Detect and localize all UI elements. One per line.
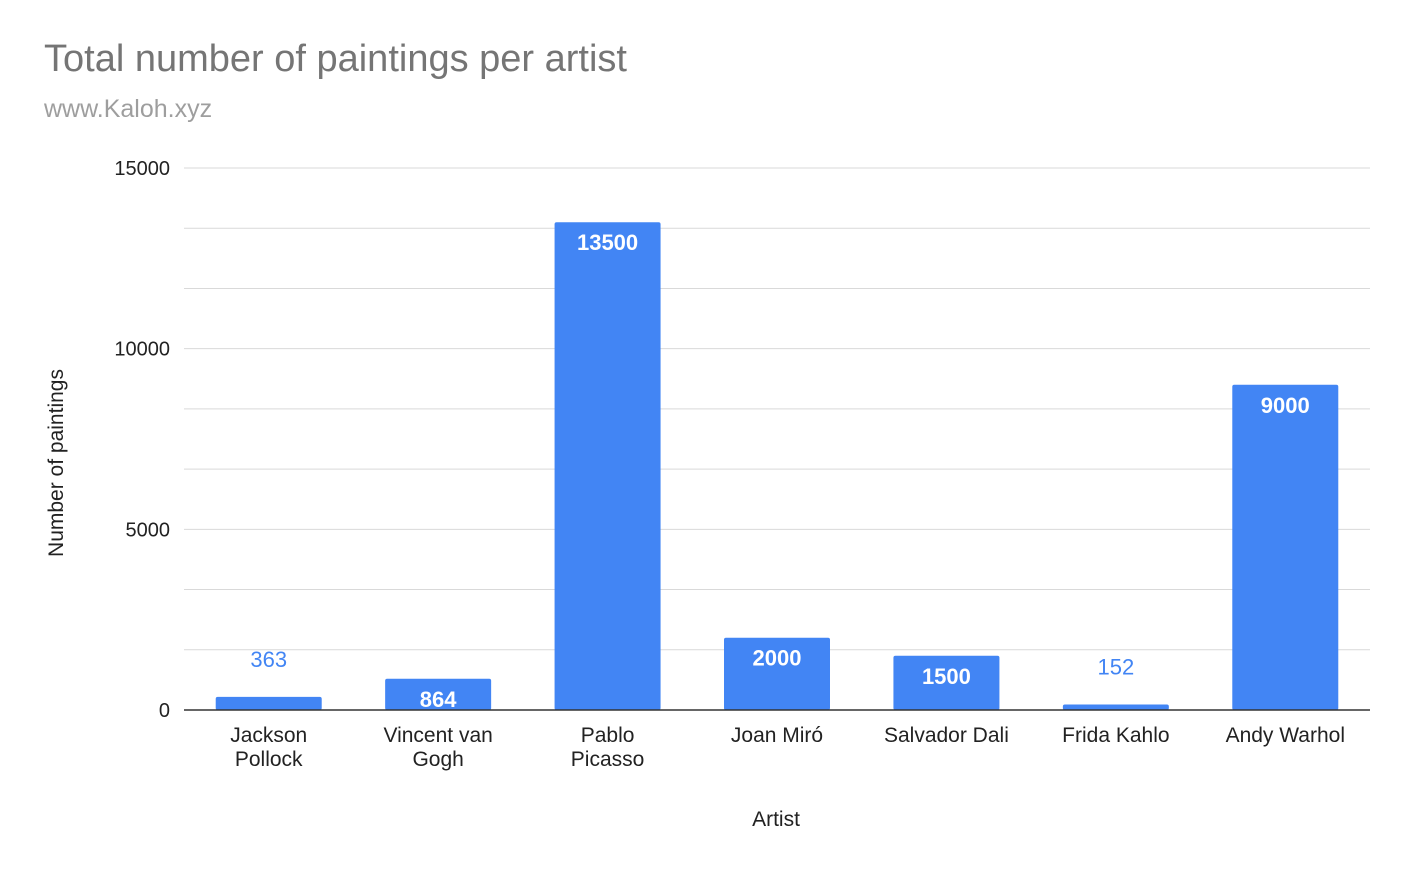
y-tick-label: 5000 (126, 519, 171, 541)
bar (1062, 704, 1169, 710)
y-tick-label: 10000 (114, 339, 170, 361)
y-axis-ticks: 0 5000 10000 15000 (114, 158, 170, 722)
y-tick-label: 0 (159, 700, 170, 722)
bars (215, 222, 1339, 710)
bar (893, 655, 1000, 710)
data-label: 13500 (577, 230, 638, 255)
x-tick-label: Jackson Pollock (230, 724, 307, 771)
x-tick-label: Pablo Picasso (571, 724, 645, 771)
chart-subtitle: www.Kaloh.xyz (44, 95, 213, 123)
bar (724, 637, 830, 710)
bar (1232, 384, 1339, 710)
bar (385, 678, 492, 710)
x-axis-ticks: Jackson Pollock Vincent van Gogh Pablo Picass… (230, 724, 1345, 771)
data-label: 1500 (922, 664, 971, 689)
y-axis-label: Number of paintings (45, 369, 68, 557)
bar (554, 222, 661, 710)
bar (215, 696, 322, 710)
data-label: 2000 (753, 646, 802, 671)
x-tick-label: Andy Warhol (1226, 724, 1345, 747)
y-tick-label: 15000 (114, 158, 170, 180)
data-labels: 363 864 13500 2000 1500 152 9000 (250, 230, 1309, 712)
x-axis-label: Artist (752, 808, 800, 831)
chart-title: Total number of paintings per artist (44, 38, 627, 80)
x-tick-label: Vincent van Gogh (383, 724, 492, 771)
data-label: 9000 (1261, 393, 1310, 418)
data-label: 363 (250, 647, 287, 672)
data-label: 864 (420, 687, 457, 712)
data-label: 152 (1097, 655, 1134, 680)
gridlines (184, 167, 1370, 651)
x-tick-label: Frida Kahlo (1062, 724, 1169, 747)
x-tick-label: Salvador Dali (884, 724, 1009, 747)
x-tick-label: Joan Miró (731, 724, 823, 747)
